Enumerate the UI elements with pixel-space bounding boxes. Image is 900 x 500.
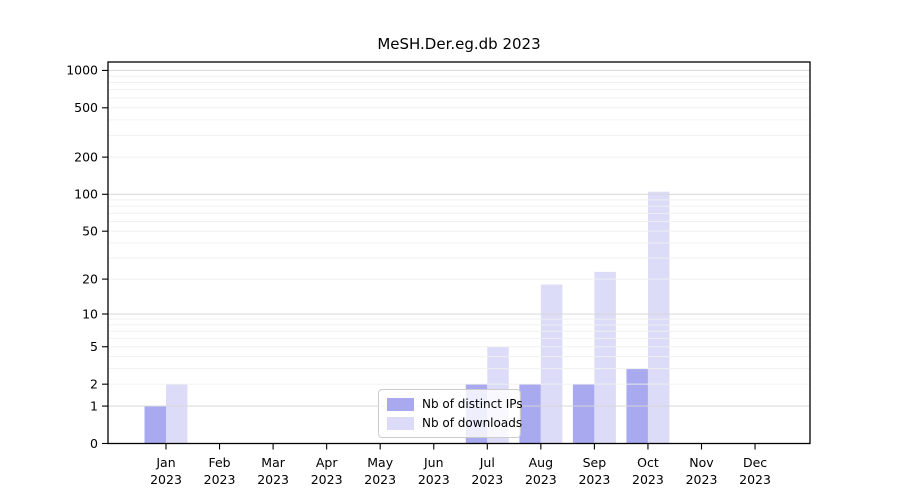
bar-distinct-ips-aug	[519, 384, 541, 444]
x-tick-label-month-aug: Aug	[529, 455, 553, 470]
x-tick-label-year-dec: 2023	[739, 472, 771, 487]
x-tick-label-month-feb: Feb	[208, 455, 230, 470]
x-tick-label-month-jul: Jul	[479, 455, 495, 470]
legend-item-downloads: Nb of downloads	[387, 416, 522, 430]
x-tick-label-year-sep: 2023	[578, 472, 610, 487]
x-tick-label-year-jul: 2023	[471, 472, 503, 487]
y-tick-label-100: 100	[74, 187, 98, 202]
x-tick-label-year-nov: 2023	[686, 472, 718, 487]
y-tick-label-5: 5	[90, 339, 98, 354]
bar-downloads-sep	[594, 271, 616, 444]
y-tick-label-20: 20	[82, 271, 98, 286]
x-tick-label-year-may: 2023	[364, 472, 396, 487]
y-tick-label-1000: 1000	[66, 63, 98, 78]
x-tick-label-year-apr: 2023	[311, 472, 343, 487]
x-tick-label-month-nov: Nov	[689, 455, 714, 470]
bar-downloads-aug	[540, 284, 563, 444]
x-tick-label-month-apr: Apr	[316, 455, 338, 470]
x-tick-label-month-may: May	[367, 455, 393, 470]
bar-downloads-oct	[647, 191, 670, 444]
y-tick-label-1: 1	[90, 398, 98, 413]
x-tick-label-year-feb: 2023	[204, 472, 236, 487]
legend-swatch-downloads	[387, 416, 414, 430]
chart-title: MeSH.Der.eg.db 2023	[377, 35, 541, 53]
y-tick-label-10: 10	[82, 306, 98, 321]
y-tick-label-500: 500	[74, 100, 98, 115]
x-tick-label-month-sep: Sep	[583, 455, 607, 470]
x-tick-label-month-jun: Jun	[423, 455, 444, 470]
legend: Nb of distinct IPs Nb of downloads	[378, 389, 523, 438]
x-tick-label-month-dec: Dec	[743, 455, 767, 470]
legend-swatch-distinct-ips	[387, 397, 414, 411]
legend-label-distinct-ips: Nb of distinct IPs	[422, 397, 523, 411]
bar-downloads-jan	[166, 384, 188, 444]
x-tick-label-year-jun: 2023	[418, 472, 450, 487]
x-tick-label-year-oct: 2023	[632, 472, 664, 487]
bar-distinct-ips-sep	[572, 384, 595, 444]
legend-item-distinct-ips: Nb of distinct IPs	[387, 397, 523, 411]
y-tick-label-50: 50	[82, 223, 98, 238]
y-tick-label-0: 0	[90, 436, 98, 451]
y-tick-label-2: 2	[90, 376, 98, 391]
x-tick-label-year-aug: 2023	[525, 472, 557, 487]
y-tick-label-200: 200	[74, 149, 98, 164]
x-tick-label-year-jan: 2023	[150, 472, 182, 487]
legend-label-downloads: Nb of downloads	[422, 416, 523, 430]
x-tick-label-year-mar: 2023	[257, 472, 289, 487]
x-tick-label-month-mar: Mar	[261, 455, 285, 470]
x-tick-label-month-jan: Jan	[155, 455, 175, 470]
plot-frame	[107, 61, 811, 445]
x-tick-label-month-oct: Oct	[637, 455, 659, 470]
bar-distinct-ips-jan	[144, 406, 166, 444]
